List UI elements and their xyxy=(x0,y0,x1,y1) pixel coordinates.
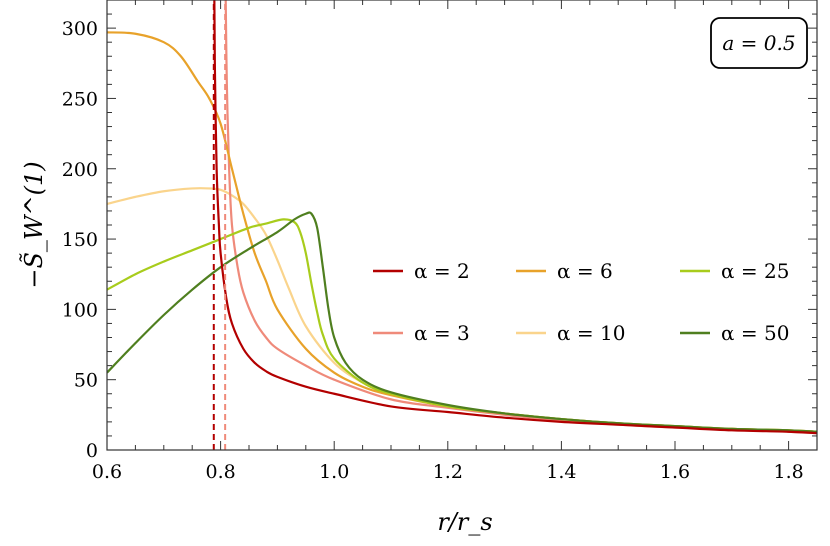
legend-label: α = 2 xyxy=(414,259,470,283)
x-tick-label: 0.6 xyxy=(92,461,122,483)
y-axis: 0 50 100 150 200 250 300 xyxy=(62,13,817,462)
x-tick-label: 1.0 xyxy=(319,461,349,483)
y-tick-label: 300 xyxy=(62,18,98,40)
legend-label: α = 3 xyxy=(414,321,470,345)
legend: α = 2 α = 6 α = 25 α = 3 α = 10 α = 50 xyxy=(373,259,789,345)
series-line xyxy=(107,31,817,433)
y-tick-label: 100 xyxy=(62,299,98,321)
y-tick-label: 150 xyxy=(62,229,98,251)
x-tick-label: 1.2 xyxy=(433,461,463,483)
legend-label: α = 6 xyxy=(557,259,613,283)
y-tick-label: 50 xyxy=(74,370,98,392)
legend-label: α = 50 xyxy=(721,321,789,345)
y-axis-title: −S̃_W^(1) xyxy=(20,161,48,288)
series-line xyxy=(107,211,817,433)
x-tick-label: 1.6 xyxy=(660,461,690,483)
y-tick-label: 250 xyxy=(62,88,98,110)
legend-label: α = 25 xyxy=(721,259,789,283)
annotation-box: a = 0.5 xyxy=(710,17,808,69)
x-tick-label: 1.4 xyxy=(546,461,576,483)
series-line xyxy=(213,0,817,435)
x-tick-label: 0.8 xyxy=(205,461,235,483)
y-tick-label: 200 xyxy=(62,159,98,181)
legend-label: α = 10 xyxy=(557,321,625,345)
annotation-text: a = 0.5 xyxy=(722,31,795,55)
x-tick-label: 1.8 xyxy=(773,461,803,483)
x-axis-title: r/r_s xyxy=(437,508,492,536)
series-lines xyxy=(107,0,817,435)
asymptote-lines xyxy=(212,0,227,450)
y-tick-label: 0 xyxy=(86,440,98,462)
x-axis: 0.6 0.8 1.0 1.2 1.4 1.6 1.8 xyxy=(92,0,804,483)
